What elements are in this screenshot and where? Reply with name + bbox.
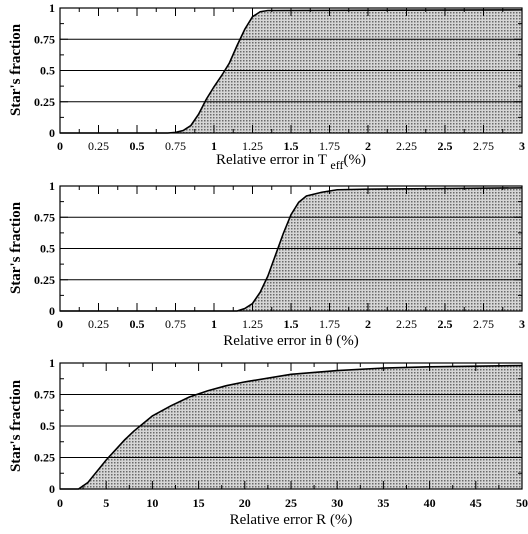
x-tick-label: 10 <box>146 496 158 510</box>
x-tick-label: 5 <box>103 496 109 510</box>
x-tick-label: 45 <box>470 496 482 510</box>
y-tick-label: 0.75 <box>34 32 55 46</box>
x-axis-label: Relative error in T eff(%) <box>216 152 366 172</box>
chart-panel-3: 0 5 10 15 20 25 30 35 40 45 50 0 0.25 0.5 0.75 1 Star's … <box>8 356 528 528</box>
chart-panel-1: 0 0.25 0.5 0.75 1 1.25 1.5 1.75 2 2.25 2.5 2.75 3 0 0.… <box>8 1 525 172</box>
x-tick-label: 0 <box>57 317 63 331</box>
x-tick-label: 15 <box>193 496 205 510</box>
y-tick-label: 0.25 <box>34 451 55 465</box>
x-tick-label: 3 <box>519 317 525 331</box>
y-tick-label: 0.75 <box>34 210 55 224</box>
x-tick-label: 0.25 <box>88 139 109 153</box>
x-tick-label: 1 <box>211 139 217 153</box>
x-tick-label: 50 <box>516 496 528 510</box>
y-tick-label: 0 <box>49 482 55 496</box>
y-tick-label: 0.5 <box>40 242 55 256</box>
y-axis-label: Star's fraction <box>8 201 24 294</box>
x-tick-label: 0.75 <box>165 139 186 153</box>
x-tick-label: 2.25 <box>396 139 417 153</box>
y-tick-label: 1 <box>49 1 55 15</box>
x-tick-label: 2.5 <box>438 139 453 153</box>
x-tick-label: 0 <box>57 496 63 510</box>
y-tick-label: 0.25 <box>34 273 55 287</box>
x-tick-label: 35 <box>377 496 389 510</box>
y-axis-label: Star's fraction <box>8 23 24 116</box>
x-tick-label: 1.25 <box>242 317 263 331</box>
cumulative-curve <box>60 9 523 134</box>
x-tick-label: 1 <box>211 317 217 331</box>
x-tick-label: 2.5 <box>438 317 453 331</box>
x-tick-label: 0 <box>57 139 63 153</box>
x-tick-label: 40 <box>424 496 436 510</box>
x-tick-label: 30 <box>331 496 343 510</box>
x-tick-label: 0.5 <box>130 317 145 331</box>
y-tick-label: 1 <box>49 179 55 193</box>
x-tick-label: 2.75 <box>473 139 494 153</box>
x-tick-label: 3 <box>519 139 525 153</box>
cumulative-area <box>60 187 522 311</box>
y-tick-label: 0 <box>49 126 55 140</box>
cumulative-curve <box>60 187 523 312</box>
x-tick-label: 1.25 <box>242 139 263 153</box>
x-tick-label: 2.25 <box>396 317 417 331</box>
x-axis-label: Relative error in θ (%) <box>223 333 358 349</box>
x-tick-label: 1.75 <box>319 317 340 331</box>
x-tick-label: 1.75 <box>319 139 340 153</box>
x-tick-label: 0.75 <box>165 317 186 331</box>
y-tick-label: 0.75 <box>34 388 55 402</box>
y-tick-label: 0.5 <box>40 419 55 433</box>
chart-panel-2: 0 0.25 0.5 0.75 1 1.25 1.5 1.75 2 2.25 2.5 2.75 3 0 0.… <box>8 179 525 349</box>
y-tick-label: 0 <box>49 304 55 318</box>
y-tick-label: 0.5 <box>40 64 55 78</box>
y-axis-label: Star's fraction <box>8 379 24 472</box>
y-tick-label: 1 <box>49 356 55 370</box>
x-tick-label: 25 <box>285 496 297 510</box>
x-tick-label: 2 <box>365 317 371 331</box>
x-tick-label: 2 <box>365 139 371 153</box>
x-tick-label: 0.5 <box>130 139 145 153</box>
x-tick-label: 20 <box>239 496 251 510</box>
cumulative-area <box>60 365 522 489</box>
x-tick-label: 2.75 <box>473 317 494 331</box>
y-tick-label: 0.25 <box>34 95 55 109</box>
cumulative-curve <box>60 364 523 490</box>
x-tick-label: 1.5 <box>284 317 299 331</box>
x-tick-label: 0.25 <box>88 317 109 331</box>
cumulative-area <box>60 9 522 134</box>
x-axis-label: Relative error R (%) <box>230 512 353 528</box>
x-tick-label: 1.5 <box>284 139 299 153</box>
